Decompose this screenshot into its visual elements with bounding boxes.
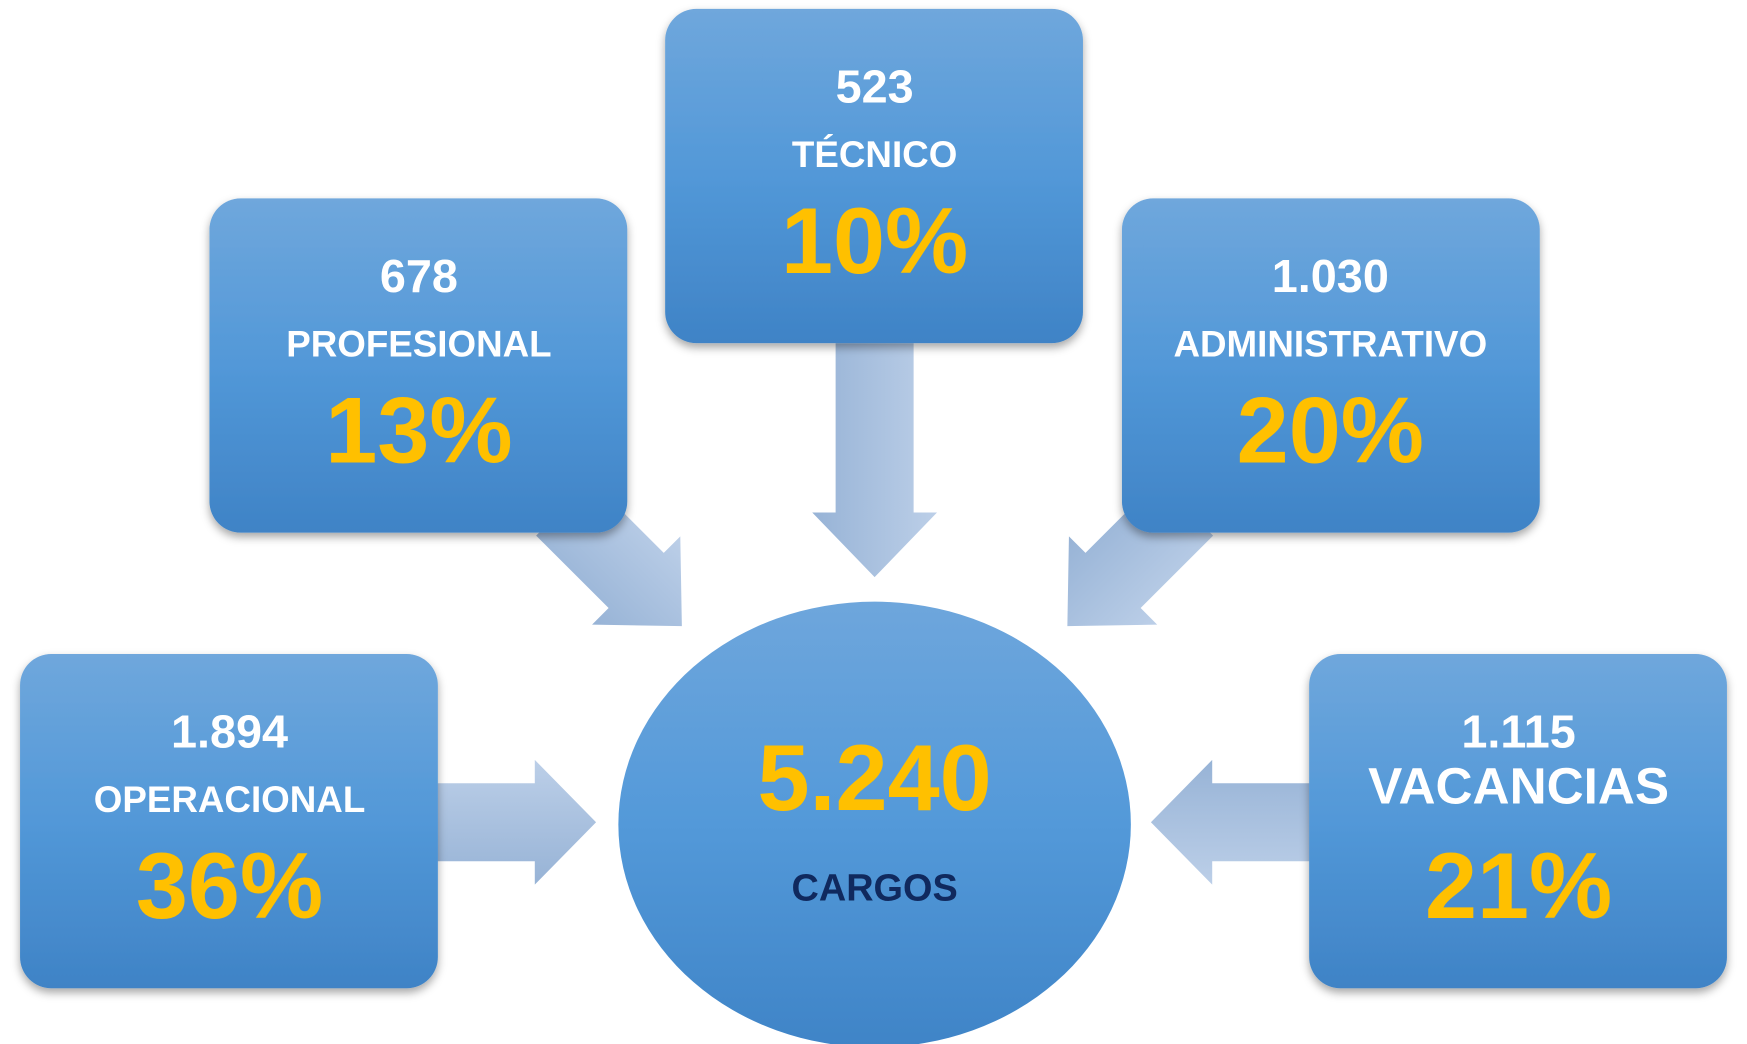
node-count: 1.894: [171, 706, 288, 758]
node-box: [20, 654, 438, 989]
node: 1.030 ADMINISTRATIVO 20%: [1121, 198, 1540, 533]
center-value: 5.240: [758, 725, 992, 830]
node-percent: 10%: [781, 188, 968, 293]
arrow: [1150, 759, 1313, 885]
node-percent: 21%: [1425, 833, 1612, 938]
node-percent: 20%: [1237, 377, 1424, 482]
node-label: VACANCIAS: [1368, 757, 1669, 814]
node-box: [1309, 654, 1727, 989]
node: 523 TÉCNICO 10%: [665, 8, 1083, 344]
node-label: OPERACIONAL: [94, 779, 366, 820]
node-label: ADMINISTRATIVO: [1173, 324, 1487, 365]
node-label: TÉCNICO: [792, 134, 957, 175]
arrow: [812, 343, 938, 578]
node-count: 678: [380, 250, 458, 302]
node-percent: 36%: [136, 833, 323, 938]
arrow: [434, 759, 597, 885]
node-count: 1.115: [1461, 706, 1576, 758]
node-percent: 13%: [325, 377, 512, 482]
center-circle: [618, 601, 1131, 1044]
node: 1.894 OPERACIONAL 36%: [20, 654, 438, 989]
node: 1.115 VACANCIAS 21%: [1309, 654, 1727, 989]
node-count: 1.030: [1272, 250, 1389, 302]
center-label: CARGOS: [791, 867, 957, 909]
node-box: [1121, 198, 1540, 533]
node-label: PROFESIONAL: [286, 324, 551, 365]
node: 678 PROFESIONAL 13%: [209, 198, 628, 533]
node-count: 523: [836, 61, 914, 113]
node-box: [665, 8, 1083, 344]
node-box: [209, 198, 628, 533]
